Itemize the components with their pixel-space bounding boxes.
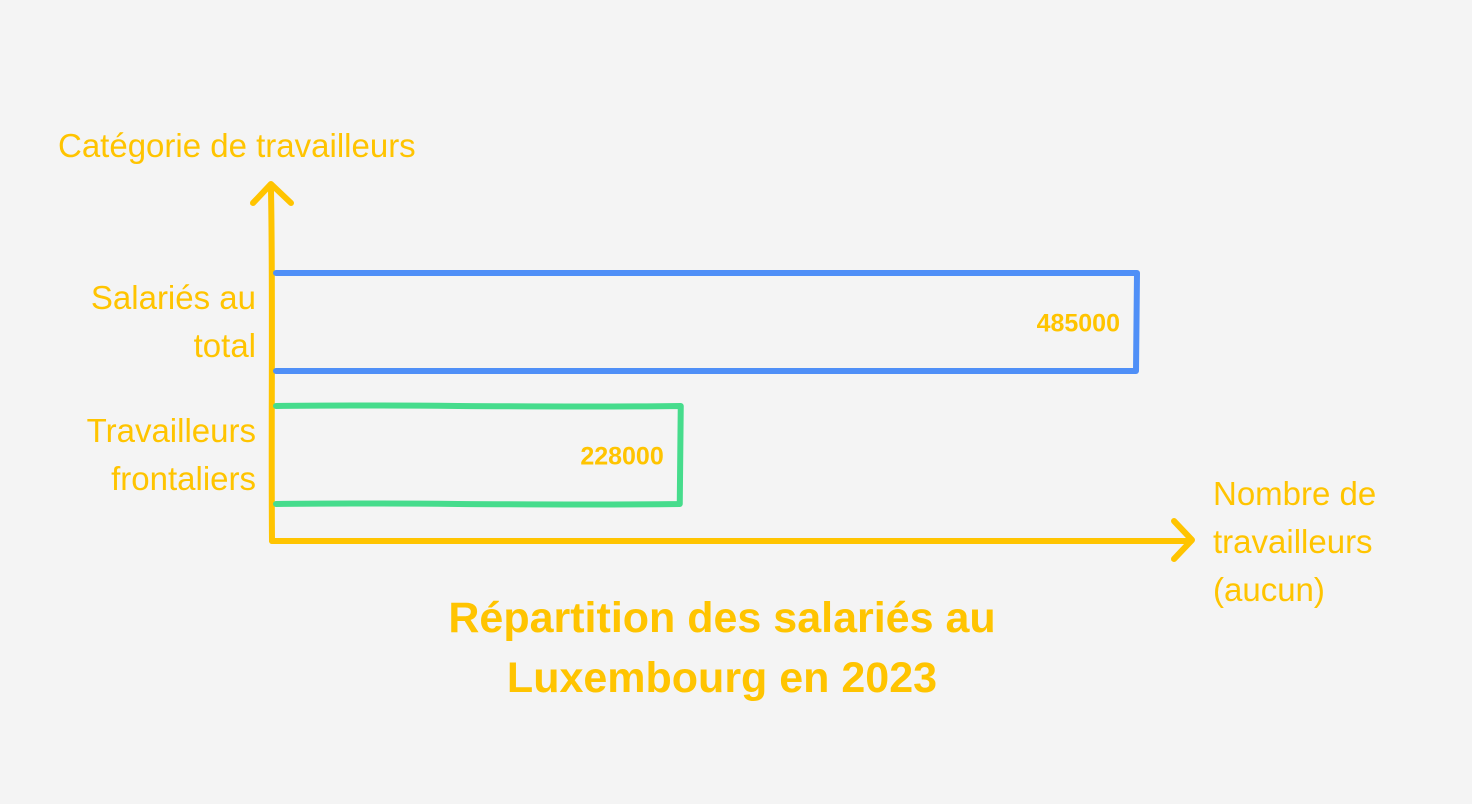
x-axis bbox=[269, 537, 1193, 545]
y-axis-label: Catégorie de travailleurs bbox=[58, 127, 416, 164]
value-label: 485000 bbox=[1037, 310, 1120, 338]
value-label: 228000 bbox=[580, 443, 663, 471]
axes bbox=[250, 181, 1195, 562]
x-axis-arrow bbox=[1171, 518, 1195, 562]
category-label: Travailleurs frontaliers bbox=[86, 412, 256, 497]
bar bbox=[273, 269, 1140, 375]
bar bbox=[273, 402, 684, 508]
category-label: Salariés au total bbox=[90, 279, 256, 364]
y-axis-arrow bbox=[250, 181, 294, 206]
x-axis-label: Nombre de travailleurs (aucun) bbox=[1213, 475, 1377, 608]
chart-title: Répartition des salariés au Luxembourg e… bbox=[448, 594, 996, 702]
y-axis bbox=[268, 187, 275, 544]
